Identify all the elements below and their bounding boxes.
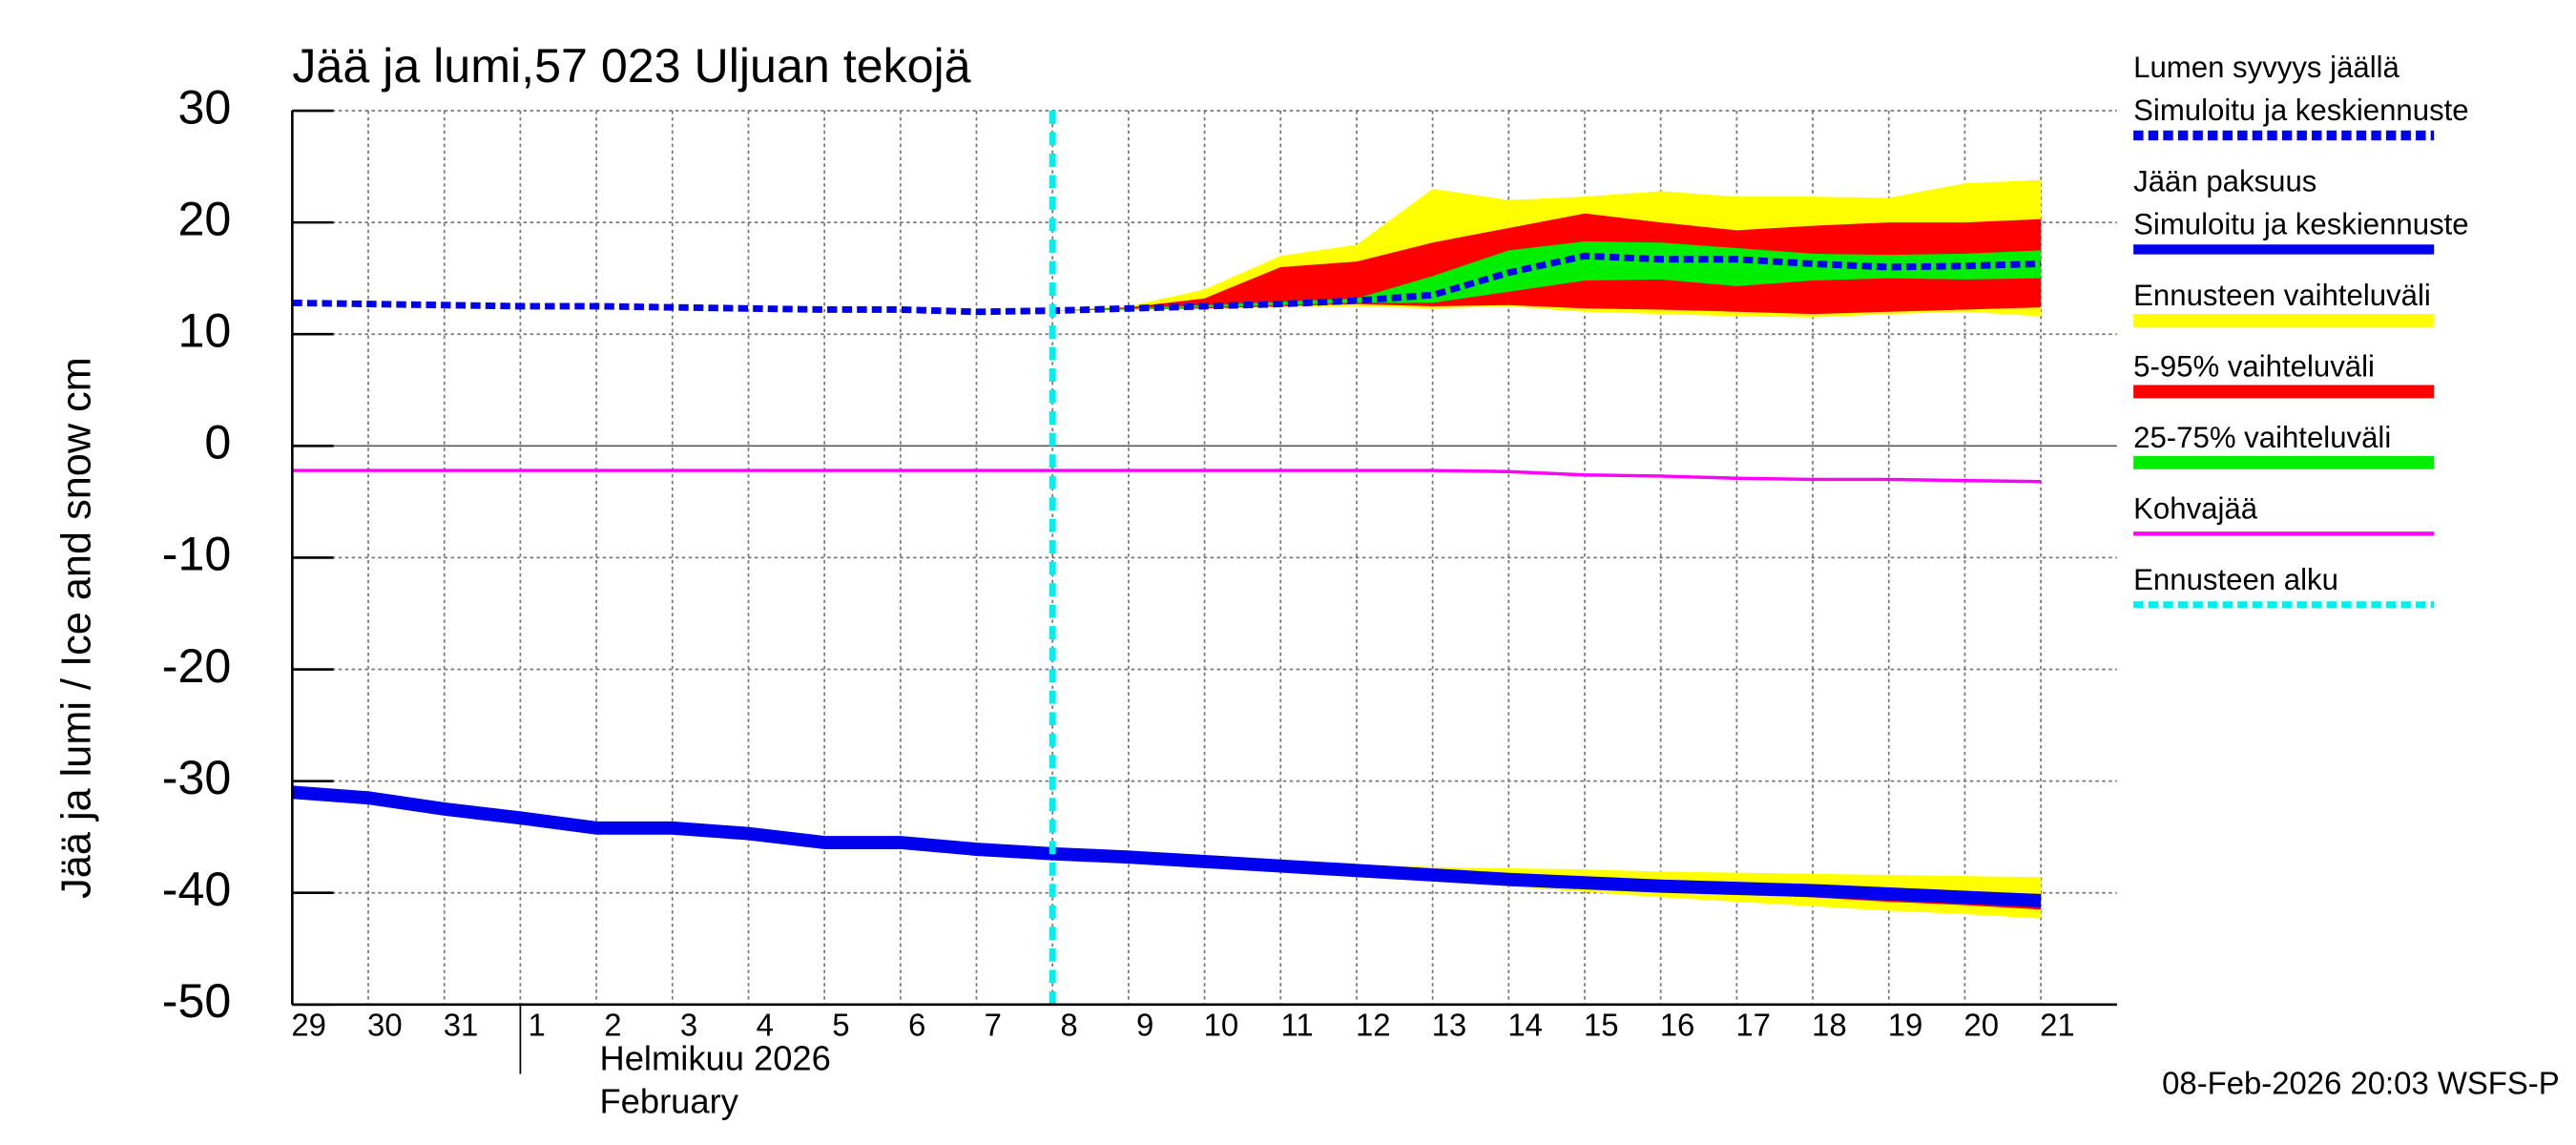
x-tick-label: 18 bbox=[1812, 1008, 1847, 1043]
legend-label: Simuloitu ja keskiennuste bbox=[2133, 94, 2468, 127]
x-tick-label: 8 bbox=[1060, 1008, 1077, 1043]
month-label: Helmikuu 2026 bbox=[599, 1038, 830, 1077]
y-tick-label: -50 bbox=[162, 974, 232, 1028]
x-tick-label: 17 bbox=[1735, 1008, 1771, 1043]
series-line bbox=[291, 785, 2042, 907]
month-label-en: February bbox=[599, 1081, 738, 1120]
y-tick-label: 0 bbox=[204, 416, 231, 469]
x-tick-label: 1 bbox=[529, 1008, 546, 1043]
y-tick-label: -40 bbox=[162, 863, 232, 916]
x-tick-label: 6 bbox=[908, 1008, 925, 1043]
legend-label: Ennusteen alku bbox=[2133, 563, 2338, 596]
band-snow bbox=[1052, 241, 2042, 311]
y-tick-label: 20 bbox=[177, 192, 231, 245]
x-tick-label: 16 bbox=[1660, 1008, 1695, 1043]
legend-title: Jään paksuus bbox=[2133, 164, 2316, 198]
x-tick-label: 2 bbox=[604, 1008, 621, 1043]
x-tick-label: 31 bbox=[444, 1008, 479, 1043]
footer: 08-Feb-2026 20:03 WSFS-P bbox=[2162, 1065, 2560, 1100]
y-tick-label: -20 bbox=[162, 639, 232, 693]
x-tick-label: 11 bbox=[1280, 1008, 1313, 1043]
legend-label: 25-75% vaihteluväli bbox=[2133, 421, 2391, 454]
y-tick-label: 10 bbox=[177, 303, 231, 357]
x-tick-label: 14 bbox=[1507, 1008, 1543, 1043]
series-line bbox=[292, 468, 2042, 484]
x-tick-label: 19 bbox=[1888, 1008, 1923, 1043]
legend-label: Ennusteen vaihteluväli bbox=[2133, 279, 2431, 312]
x-tick-label: 15 bbox=[1584, 1008, 1619, 1043]
legend-label: Simuloitu ja keskiennuste bbox=[2133, 207, 2468, 240]
x-tick-label: 30 bbox=[367, 1008, 403, 1043]
x-tick-label: 5 bbox=[832, 1008, 849, 1043]
y-axis-label: Jää ja lumi / Ice and snow cm bbox=[54, 357, 100, 899]
x-tick-label: 4 bbox=[757, 1008, 774, 1043]
x-tick-label: 12 bbox=[1356, 1008, 1391, 1043]
legend-label: 5-95% vaihteluväli bbox=[2133, 349, 2375, 383]
y-tick-label: 30 bbox=[177, 80, 231, 134]
chart-title: Jää ja lumi,57 023 Uljuan tekojä bbox=[292, 39, 970, 93]
x-tick-label: 10 bbox=[1204, 1008, 1239, 1043]
x-tick-label: 9 bbox=[1136, 1008, 1153, 1043]
y-tick-label: -10 bbox=[162, 528, 232, 581]
legend-label: Kohvajää bbox=[2133, 491, 2258, 525]
x-tick-label: 3 bbox=[680, 1008, 697, 1043]
x-tick-label: 21 bbox=[2040, 1008, 2075, 1043]
x-tick-label: 20 bbox=[1963, 1008, 1999, 1043]
x-tick-label: 13 bbox=[1432, 1008, 1467, 1043]
x-tick-label: 29 bbox=[291, 1008, 326, 1043]
x-tick-label: 7 bbox=[985, 1008, 1002, 1043]
legend-title: Lumen syvyys jäällä bbox=[2133, 51, 2399, 84]
y-tick-label: -30 bbox=[162, 751, 232, 804]
series-line bbox=[292, 252, 2042, 316]
